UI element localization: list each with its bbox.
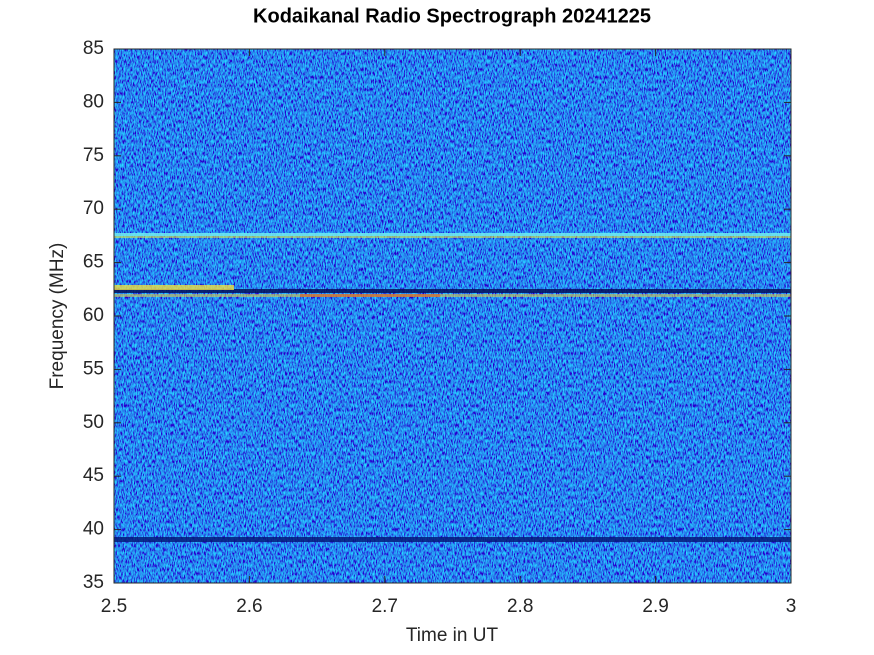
y-tick-label: 55 [83,358,104,379]
y-tick-label: 75 [83,145,104,166]
chart-title: Kodaikanal Radio Spectrograph 20241225 [253,5,651,27]
y-tick-label: 80 [83,91,104,112]
x-tick-label: 2.7 [372,596,398,617]
x-tick-label: 3 [786,596,797,617]
y-tick-label: 65 [83,252,104,273]
y-tick-label: 50 [83,412,104,433]
y-tick-label: 60 [83,305,104,326]
band [114,294,791,297]
x-tick-label: 2.8 [507,596,533,617]
x-tick-label: 2.6 [236,596,262,617]
band [114,289,791,293]
band [114,236,791,238]
y-tick-label: 70 [83,198,104,219]
x-tick-label: 2.5 [101,596,127,617]
band [114,233,791,236]
noise-texture [114,49,791,583]
x-axis-label: Time in UT [406,625,499,646]
spectrogram-image [114,49,791,583]
band [300,294,440,297]
y-tick-label: 35 [83,572,104,593]
x-tick-label: 2.9 [642,596,668,617]
band [114,285,234,290]
y-tick-label: 40 [83,519,104,540]
y-tick-label: 45 [83,465,104,486]
y-tick-label: 85 [83,38,104,59]
y-axis-label: Frequency (MHz) [47,243,68,390]
band [114,537,791,542]
